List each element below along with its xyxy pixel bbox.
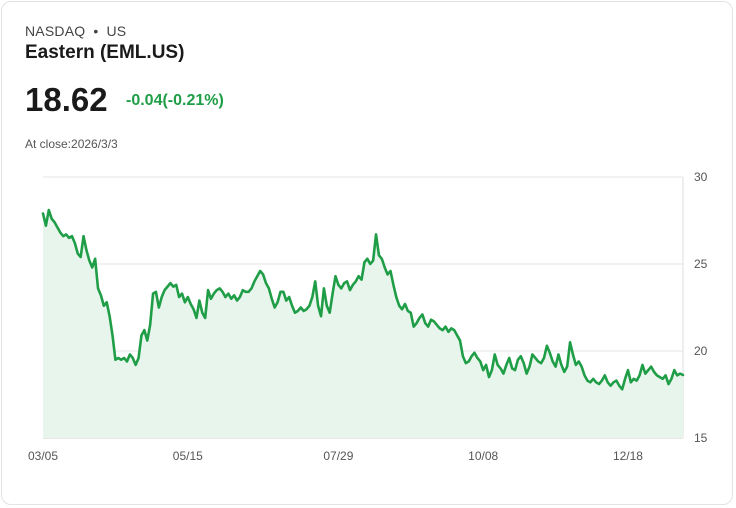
y-tick-label-15: 15 bbox=[694, 431, 708, 445]
market-name: US bbox=[106, 23, 127, 39]
x-tick-label-03-05: 03/05 bbox=[28, 449, 58, 463]
x-tick-label-10-08: 10/08 bbox=[468, 449, 498, 463]
close-date: At close:2026/3/3 bbox=[25, 137, 118, 151]
exchange-label: NASDAQ • US bbox=[25, 23, 126, 39]
price-area-fill bbox=[43, 210, 683, 438]
stock-title: Eastern (EML.US) bbox=[25, 42, 185, 63]
price-line bbox=[41, 208, 685, 391]
y-tick-label-20: 20 bbox=[694, 344, 708, 358]
x-tick-label-07-29: 07/29 bbox=[323, 449, 353, 463]
price-change: -0.04(-0.21%) bbox=[126, 92, 224, 109]
y-tick-label-25: 25 bbox=[694, 257, 708, 271]
y-tick-label-30: 30 bbox=[694, 170, 708, 184]
x-tick-label-05-15: 05/15 bbox=[173, 449, 203, 463]
separator-dot: • bbox=[93, 23, 99, 39]
x-tick-label-12-18: 12/18 bbox=[613, 449, 643, 463]
exchange-name: NASDAQ bbox=[25, 23, 86, 39]
stock-price: 18.62 bbox=[25, 81, 108, 118]
